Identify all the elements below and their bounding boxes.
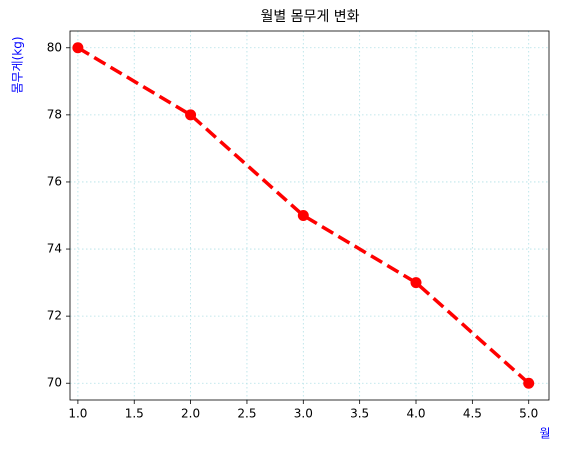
x-tick-label: 4.5 xyxy=(463,407,482,421)
chart-title: 월별 몸무게 변화 xyxy=(260,9,359,25)
y-tick-label: 74 xyxy=(47,242,62,256)
x-axis-label: 월 xyxy=(539,427,550,441)
marker xyxy=(297,210,309,221)
marker xyxy=(72,42,84,54)
y-tick-label: 80 xyxy=(47,40,62,54)
marker xyxy=(523,377,535,389)
y-axis-label: 몸무게(kg) xyxy=(11,36,25,93)
x-tick-label: 3.0 xyxy=(294,407,313,421)
x-tick-label: 2.5 xyxy=(237,407,256,421)
x-tick-label: 3.5 xyxy=(350,407,369,421)
x-tick-label: 2.0 xyxy=(181,407,200,421)
x-tick-label: 4.0 xyxy=(406,407,425,421)
y-tick-label: 78 xyxy=(47,107,62,121)
marker xyxy=(410,277,422,289)
y-tick-label: 72 xyxy=(47,309,62,323)
y-tick-label: 70 xyxy=(47,376,62,390)
x-tick-label: 5.0 xyxy=(519,407,538,421)
y-tick-label: 76 xyxy=(47,174,62,188)
marker xyxy=(185,109,197,121)
x-tick-label: 1.0 xyxy=(68,407,87,421)
line xyxy=(76,46,530,385)
plot-frame xyxy=(69,30,550,401)
x-tick-label: 1.5 xyxy=(125,407,144,421)
